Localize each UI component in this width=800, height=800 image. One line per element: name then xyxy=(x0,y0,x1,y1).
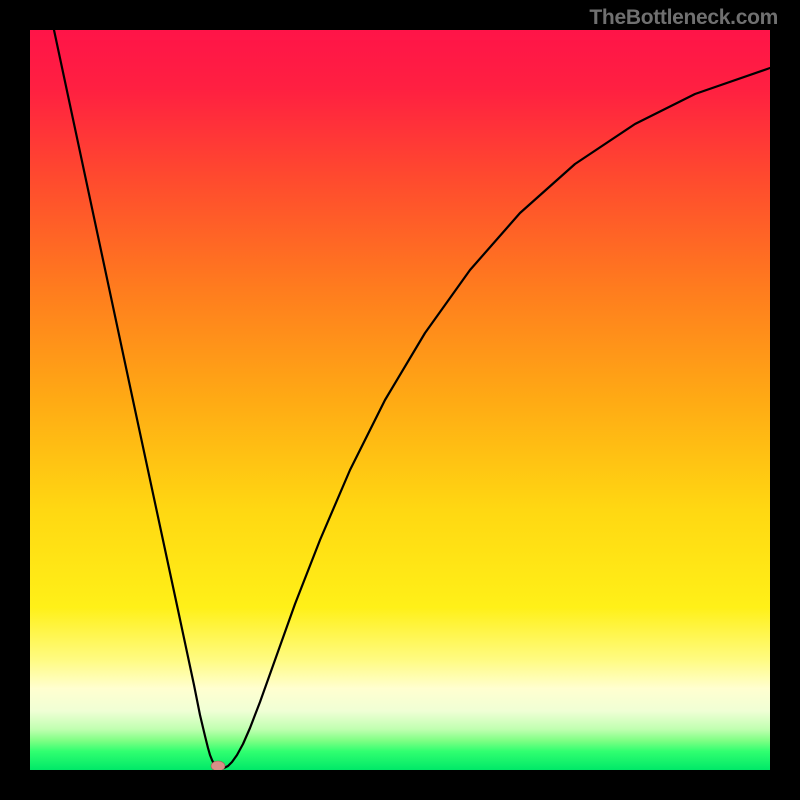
curve-minimum-marker xyxy=(211,761,225,770)
gradient-background xyxy=(30,30,770,770)
watermark-text: TheBottleneck.com xyxy=(589,6,778,30)
chart-container xyxy=(30,30,770,770)
plot-area xyxy=(30,30,770,770)
